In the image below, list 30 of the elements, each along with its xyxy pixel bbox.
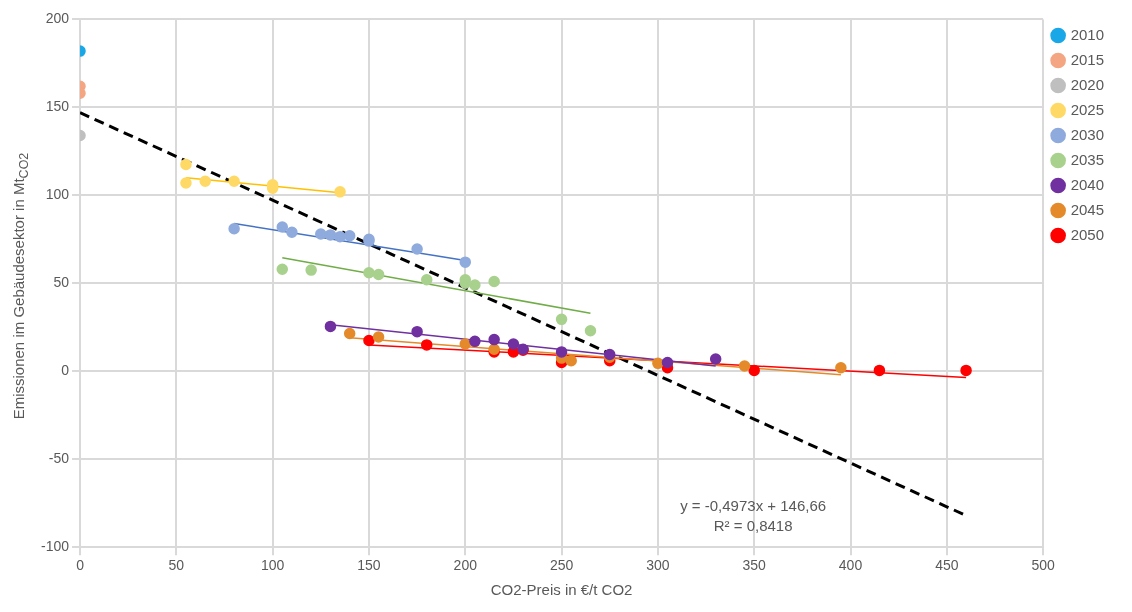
- x-tick-label: 450: [935, 557, 959, 574]
- x-tick-label: 250: [549, 557, 574, 574]
- legend-label: 2040: [1070, 175, 1105, 193]
- x-tick-label: 350: [742, 557, 767, 574]
- x-tick-label: 100: [260, 557, 285, 574]
- y-tick-label: 200: [45, 10, 70, 27]
- x-axis-title: CO2-Preis in €/t CO2: [490, 581, 633, 599]
- legend-label: 2025: [1070, 100, 1105, 118]
- x-tick-label: 0: [76, 557, 85, 574]
- y-tick-label: -100: [40, 538, 70, 555]
- y-tick-label: 150: [45, 98, 70, 115]
- x-tick-label: 50: [168, 557, 185, 574]
- annotation: R² = 0,8418: [713, 517, 793, 535]
- legend-label: 2010: [1070, 25, 1105, 43]
- x-tick-label: 300: [646, 557, 670, 574]
- y-tick-label: 0: [61, 362, 70, 379]
- x-tick-label: 400: [838, 557, 863, 574]
- legend-label: 2020: [1070, 75, 1105, 93]
- legend-label: 2045: [1070, 200, 1105, 218]
- annotation: y = -0,4973x + 146,66: [680, 497, 827, 515]
- legend-label: 2050: [1070, 225, 1105, 243]
- x-tick-label: 200: [453, 557, 478, 574]
- legend-label: 2030: [1070, 125, 1105, 143]
- y-tick-label: 100: [45, 186, 70, 203]
- x-tick-label: 500: [1031, 557, 1056, 574]
- legend-label: 2035: [1070, 150, 1105, 168]
- y-tick-label: -50: [48, 450, 70, 467]
- y-tick-label: 50: [53, 274, 70, 291]
- legend-label: 2015: [1070, 50, 1105, 68]
- x-tick-label: 150: [357, 557, 381, 574]
